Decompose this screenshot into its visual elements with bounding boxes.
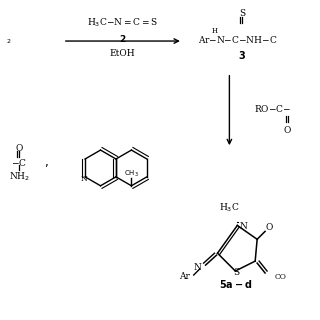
Text: NH$_2$: NH$_2$ <box>9 171 30 183</box>
Text: O: O <box>265 223 273 232</box>
Text: H$_3$C$-$N$=$C$=$S: H$_3$C$-$N$=$C$=$S <box>87 17 158 29</box>
Text: $\mathbf{2}$: $\mathbf{2}$ <box>119 33 126 44</box>
Text: Ar: Ar <box>179 272 190 282</box>
Text: O: O <box>283 126 291 135</box>
Text: N: N <box>194 263 202 272</box>
Text: $_2$: $_2$ <box>6 36 12 45</box>
Text: H: H <box>212 27 218 35</box>
Text: S: S <box>239 9 245 18</box>
Text: EtOH: EtOH <box>109 49 135 59</box>
Text: N: N <box>81 175 87 183</box>
Text: O: O <box>16 144 23 153</box>
Text: RO$-$C$-$: RO$-$C$-$ <box>254 103 292 114</box>
Text: $\mathbf{5a-d}$: $\mathbf{5a-d}$ <box>219 278 252 290</box>
Text: $\mathbf{3}$: $\mathbf{3}$ <box>238 49 246 61</box>
Text: Ar$-$: Ar$-$ <box>198 34 217 44</box>
Text: ,: , <box>44 156 48 170</box>
Text: $-$C: $-$C <box>11 157 27 168</box>
Text: H$_3$C: H$_3$C <box>219 201 240 214</box>
Text: N$-$C$-$NH$-$C: N$-$C$-$NH$-$C <box>215 34 277 44</box>
Text: CH$_3$: CH$_3$ <box>124 169 139 179</box>
Text: N: N <box>239 222 247 231</box>
Text: S: S <box>233 268 239 276</box>
Text: CO: CO <box>275 273 287 281</box>
